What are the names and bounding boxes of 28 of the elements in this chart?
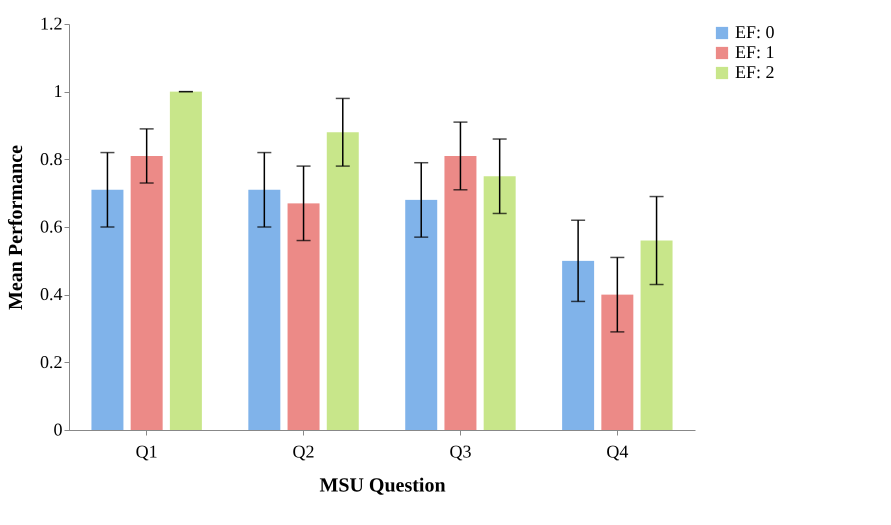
- bar: [130, 156, 163, 430]
- bar: [601, 294, 634, 430]
- x-axis-title: MSU Question: [319, 474, 446, 496]
- bar: [170, 92, 202, 430]
- bar: [248, 190, 280, 430]
- y-tick-label: 0.6: [40, 216, 62, 236]
- x-tick-label: Q1: [136, 442, 158, 462]
- legend-label: EF: 1: [735, 42, 775, 62]
- x-tick-label: Q4: [606, 442, 628, 462]
- bar: [288, 203, 320, 430]
- bar: [326, 132, 359, 430]
- y-tick-label: 0.4: [40, 284, 62, 304]
- bar: [484, 176, 516, 430]
- bar: [444, 156, 476, 430]
- bar: [562, 260, 594, 430]
- legend-label: EF: 2: [735, 62, 775, 82]
- y-tick-label: 1: [54, 81, 62, 102]
- bar: [91, 190, 124, 430]
- y-tick-label: 0: [54, 420, 62, 440]
- y-axis-title: Mean Performance: [5, 144, 27, 310]
- y-tick-label: 0.2: [40, 352, 62, 372]
- bar: [405, 200, 438, 430]
- y-tick-label: 0.8: [40, 148, 62, 169]
- bar: [640, 240, 673, 430]
- y-tick-label: 1.2: [40, 14, 62, 34]
- legend-label: EF: 0: [735, 22, 775, 42]
- x-tick-label: Q3: [449, 442, 472, 462]
- x-tick-label: Q2: [292, 442, 315, 462]
